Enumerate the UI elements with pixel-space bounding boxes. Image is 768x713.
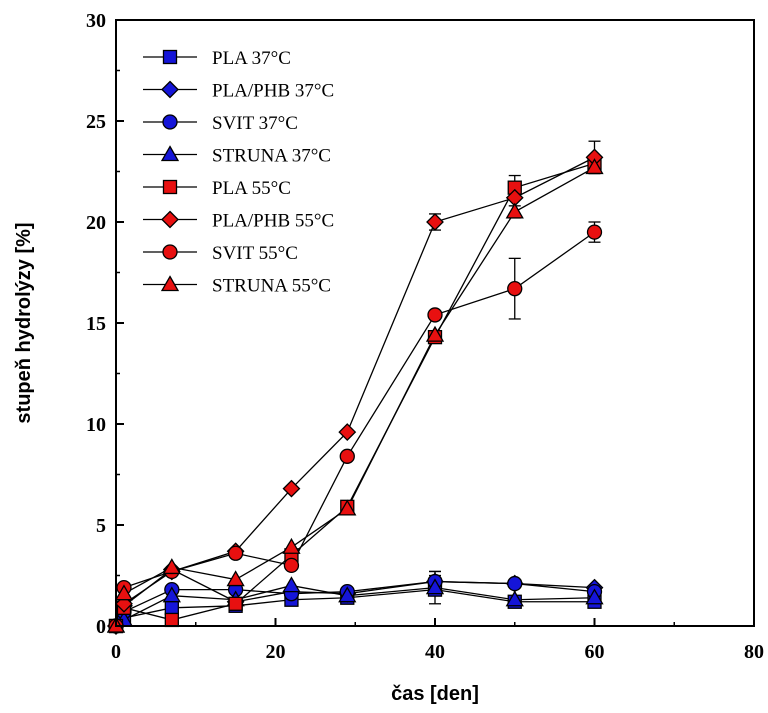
data-point [507, 281, 523, 297]
data-point [283, 557, 300, 574]
series-line [115, 156, 595, 627]
data-point [338, 586, 357, 603]
series-markers [106, 148, 604, 635]
y-tick-label: 0 [96, 616, 106, 638]
x-axis-ticks: 0 20 40 60 80 [111, 618, 764, 663]
data-point [338, 423, 357, 441]
legend-label: PLA 37°C [212, 48, 291, 69]
series-line [115, 166, 595, 627]
legend-label: PLA/PHB 37°C [212, 81, 334, 102]
legend-label: STRUNA 55°C [212, 276, 331, 297]
data-point [282, 537, 301, 554]
plot-frame [115, 19, 755, 627]
legend: PLA 37°C PLA/PHB 37°C SVIT 37°C STRUNA 37°C… [143, 48, 334, 297]
data-point [425, 578, 445, 595]
legend-marker [160, 275, 180, 292]
legend-marker [161, 80, 179, 99]
data-point [228, 596, 243, 611]
legend-marker [162, 114, 178, 130]
x-tick-label: 80 [744, 641, 764, 663]
legend-label: SVIT 37°C [212, 113, 298, 134]
data-point [507, 575, 523, 592]
legend-label: PLA/PHB 55°C [212, 211, 334, 232]
series-lines [115, 156, 595, 627]
data-point [338, 499, 357, 516]
x-tick-label: 40 [425, 641, 445, 663]
legend-marker [160, 145, 180, 162]
data-point [585, 158, 604, 175]
data-point [505, 590, 524, 607]
data-point [425, 325, 445, 342]
data-point [162, 558, 181, 575]
data-point [227, 545, 244, 561]
legend-label: STRUNA 37°C [212, 146, 331, 167]
data-point [339, 448, 355, 464]
series-line [115, 580, 595, 627]
x-tick-label: 0 [111, 641, 121, 663]
y-axis-ticks: 0 5 10 15 20 25 30 [86, 10, 124, 638]
legend-marker [161, 210, 179, 229]
data-point [226, 570, 245, 587]
legend-label: PLA 55°C [212, 178, 291, 199]
y-tick-label: 30 [86, 10, 106, 32]
data-point [585, 588, 604, 605]
legend-label: SVIT 55°C [212, 243, 298, 264]
data-point [505, 202, 524, 219]
data-point [114, 584, 134, 601]
series-line [115, 162, 595, 627]
data-point [586, 224, 603, 240]
series-line [115, 231, 595, 627]
y-tick-label: 10 [86, 414, 106, 436]
series-line [115, 568, 595, 627]
data-point [162, 586, 181, 603]
y-tick-label: 5 [96, 515, 106, 537]
data-point [426, 213, 444, 231]
data-point [282, 479, 301, 498]
x-tick-label: 20 [266, 641, 286, 663]
y-tick-label: 25 [86, 111, 106, 133]
data-point [427, 307, 443, 323]
data-point [164, 612, 179, 628]
legend-marker [162, 244, 178, 260]
legend-marker [162, 179, 178, 195]
y-tick-label: 20 [86, 212, 106, 234]
y-tick-label: 15 [86, 313, 106, 335]
y-axis-title: stupeň hydrolýzy [%] [13, 222, 35, 423]
data-point [164, 600, 179, 615]
x-axis-title: čas [den] [391, 683, 479, 705]
x-tick-label: 60 [585, 641, 605, 663]
data-point [282, 576, 301, 593]
legend-marker [162, 49, 178, 65]
